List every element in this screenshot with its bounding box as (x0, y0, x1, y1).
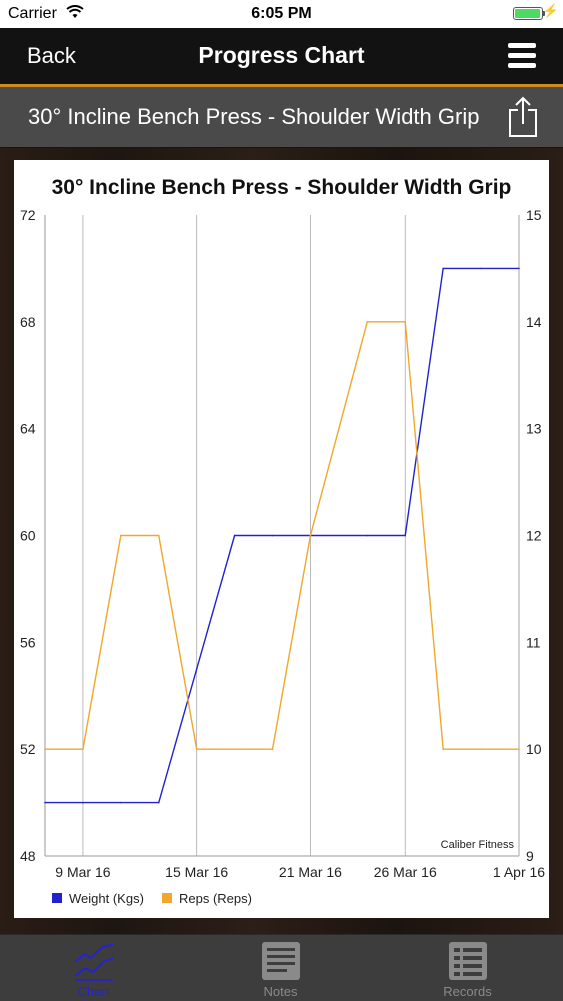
menu-icon[interactable] (508, 43, 536, 69)
weight-data-point (157, 801, 160, 804)
y-right-tick-label: 11 (526, 634, 541, 650)
reps-data-point (309, 534, 312, 537)
weight-data-point (404, 534, 407, 537)
navigation-bar: Back Progress Chart (0, 28, 563, 87)
x-tick-label: 21 Mar 16 (279, 864, 342, 880)
y-right-tick-label: 15 (526, 207, 542, 223)
progress-chart: 9 Mar 16 15 Mar 16 21 Mar 16 26 Mar 16 1 Apr… (20, 207, 545, 906)
weight-data-point (82, 801, 84, 804)
x-tick-label: 1 Apr 16 (493, 864, 545, 880)
x-tick-label: 15 Mar 16 (165, 864, 228, 880)
reps-data-point (195, 748, 198, 750)
reps-data-point (82, 748, 84, 750)
reps-data-point (271, 748, 274, 750)
y-left-tick-label: 72 (20, 207, 36, 223)
x-tick-label: 26 Mar 16 (374, 864, 437, 880)
exercise-title: 30° Incline Bench Press - Shoulder Width… (28, 104, 480, 129)
chart-icon (74, 943, 114, 981)
reps-data-point (233, 748, 236, 750)
weight-data-point (480, 267, 482, 270)
chart-card: 30° Incline Bench Press - Shoulder Width… (14, 160, 549, 918)
tab-records[interactable]: Records (374, 935, 561, 1001)
tab-notes[interactable]: Notes (187, 935, 374, 1001)
y-right-tick-label: 14 (526, 314, 542, 330)
y-right-tick-label: 10 (526, 741, 542, 757)
y-left-tick-label: 48 (20, 848, 36, 864)
weight-data-point (442, 267, 444, 270)
reps-data-point (404, 321, 407, 323)
y-left-tick-label: 52 (20, 741, 36, 757)
battery-icon (513, 7, 547, 21)
legend-label-weight: Weight (Kgs) (69, 891, 144, 906)
tab-records-label: Records (443, 984, 492, 999)
weight-data-point (195, 668, 198, 670)
tab-chart[interactable]: Chart (0, 935, 187, 1001)
x-tick-label: 9 Mar 16 (55, 864, 110, 880)
reps-data-point (44, 748, 46, 750)
notes-icon (262, 942, 300, 980)
status-bar: Carrier 6:05 PM ⚡ (0, 0, 563, 28)
y-right-tick-label: 9 (526, 848, 534, 864)
y-left-tick-label: 64 (20, 421, 36, 437)
weight-data-point (44, 801, 46, 804)
weight-data-point (366, 534, 369, 537)
tab-bar: Chart Notes Records (0, 934, 563, 1001)
chart-title: 30° Incline Bench Press - Shoulder Width… (51, 176, 512, 199)
reps-data-point (480, 748, 482, 750)
y-left-tick-label: 68 (20, 314, 36, 330)
reps-data-point (366, 321, 369, 323)
weight-data-point (518, 267, 520, 270)
wifi-icon (66, 5, 84, 18)
reps-data-point (518, 748, 520, 750)
y-right-tick-label: 13 (526, 421, 542, 437)
watermark-label: Caliber Fitness (441, 839, 515, 851)
charging-icon: ⚡ (542, 3, 559, 18)
back-button[interactable]: Back (27, 43, 76, 68)
page-title: Progress Chart (198, 42, 365, 68)
legend-swatch-reps (162, 893, 172, 903)
tab-notes-label: Notes (263, 984, 298, 999)
y-left-tick-label: 56 (20, 634, 36, 650)
legend-label-reps: Reps (Reps) (179, 891, 252, 906)
reps-data-point (157, 534, 160, 537)
clock: 6:05 PM (251, 5, 312, 22)
y-left-tick-label: 60 (20, 528, 36, 544)
tab-chart-label: Chart (77, 984, 110, 999)
weight-data-point (233, 534, 236, 537)
weight-data-point (120, 801, 122, 804)
legend-swatch-weight (52, 893, 62, 903)
weight-series-line (45, 267, 519, 804)
y-right-tick-label: 12 (526, 528, 542, 544)
records-icon (449, 942, 487, 980)
reps-data-point (442, 748, 444, 750)
reps-data-point (120, 534, 122, 537)
exercise-header: 30° Incline Bench Press - Shoulder Width… (0, 87, 563, 147)
share-icon[interactable] (506, 96, 540, 138)
weight-data-point (271, 534, 274, 537)
carrier-label: Carrier (8, 5, 57, 22)
